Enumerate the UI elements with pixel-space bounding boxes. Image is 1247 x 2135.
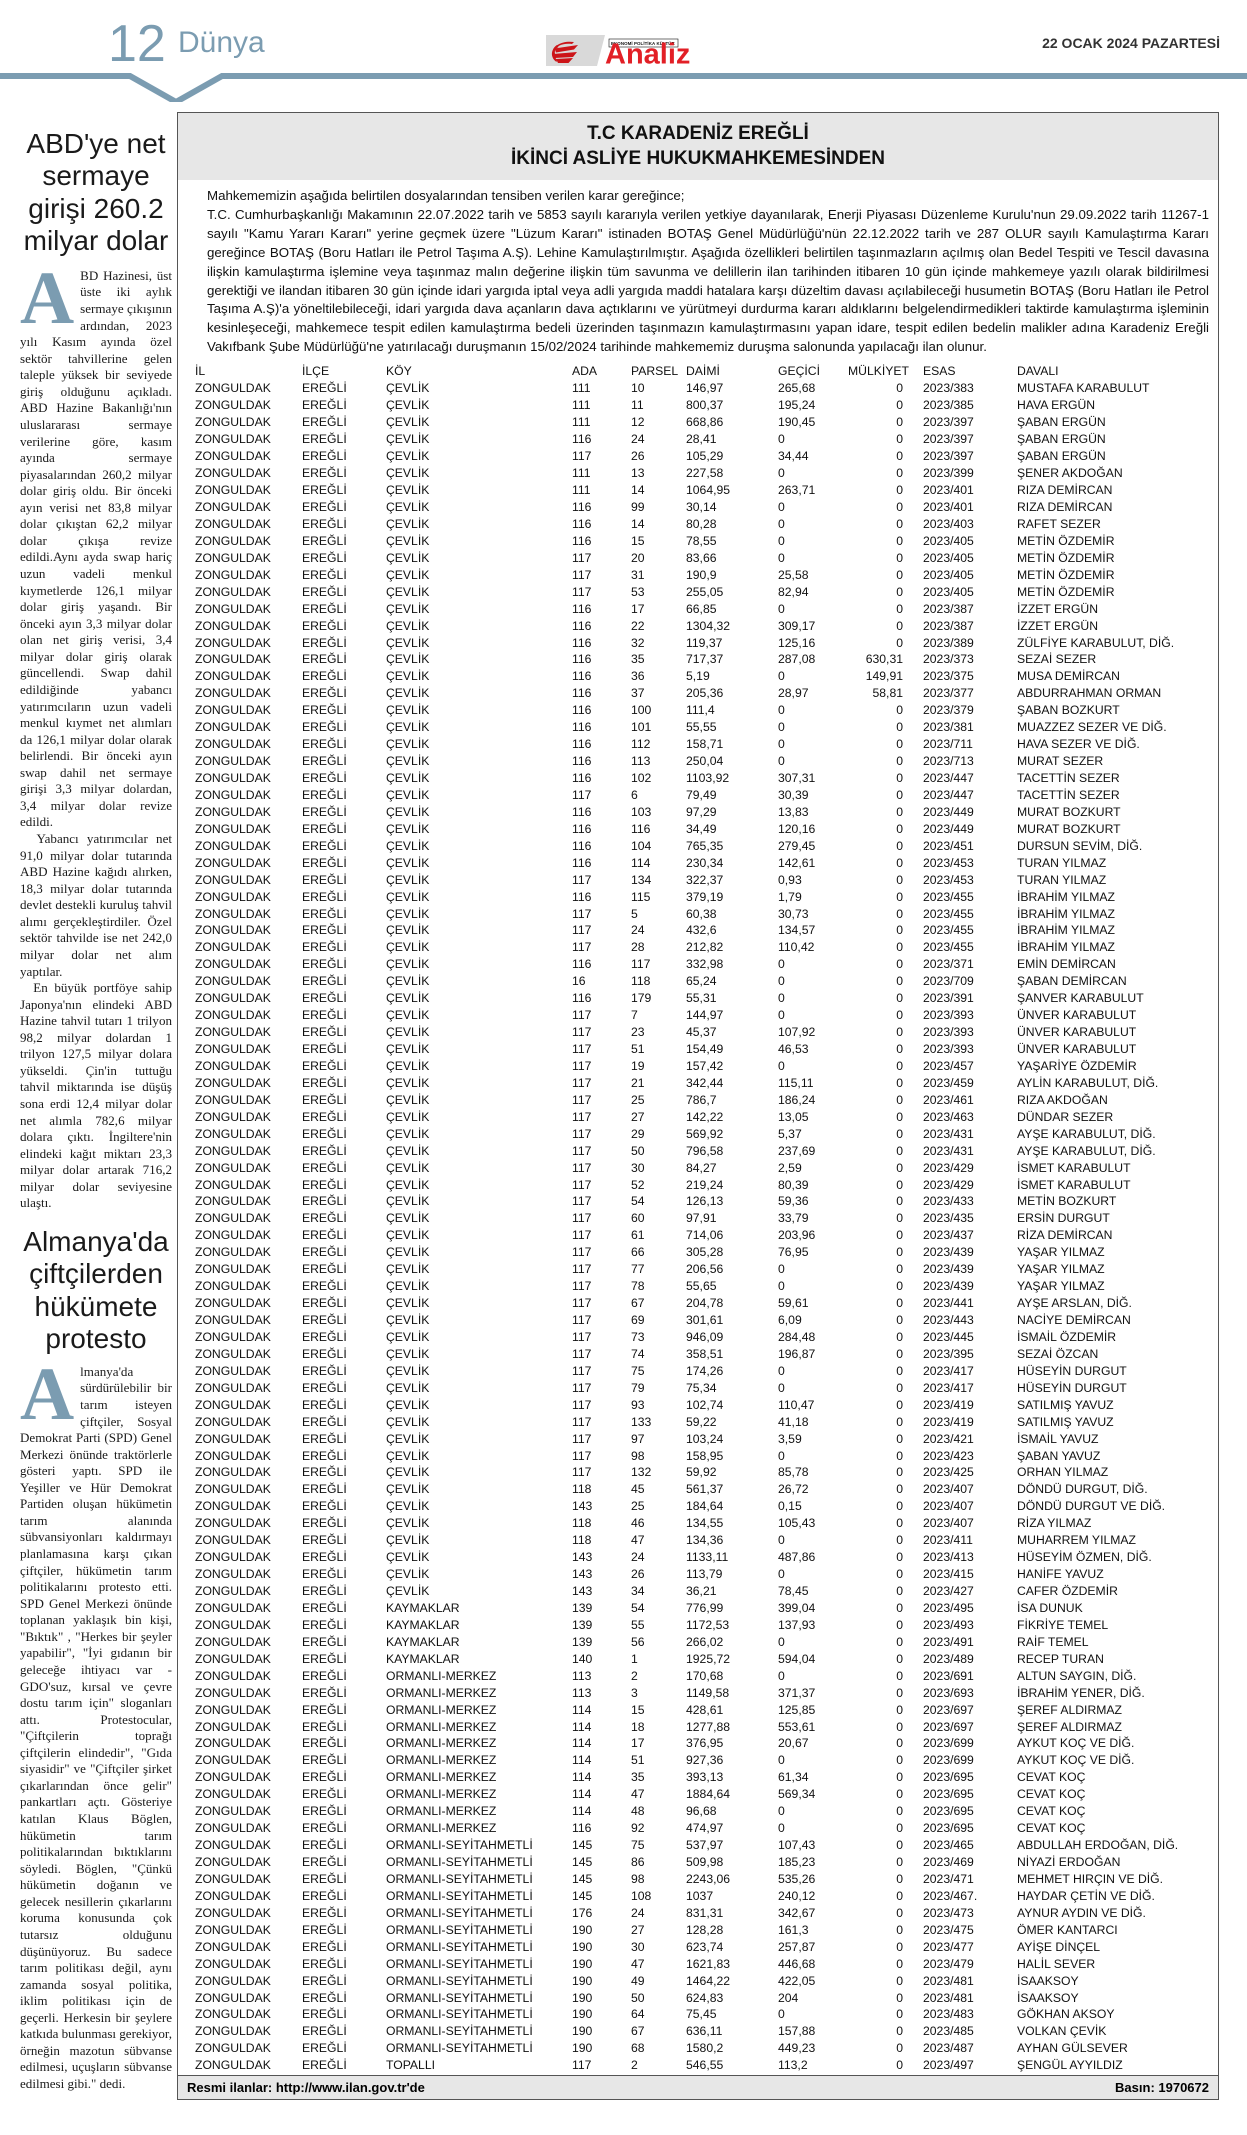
svg-text:Analiz: Analiz [605, 39, 690, 71]
